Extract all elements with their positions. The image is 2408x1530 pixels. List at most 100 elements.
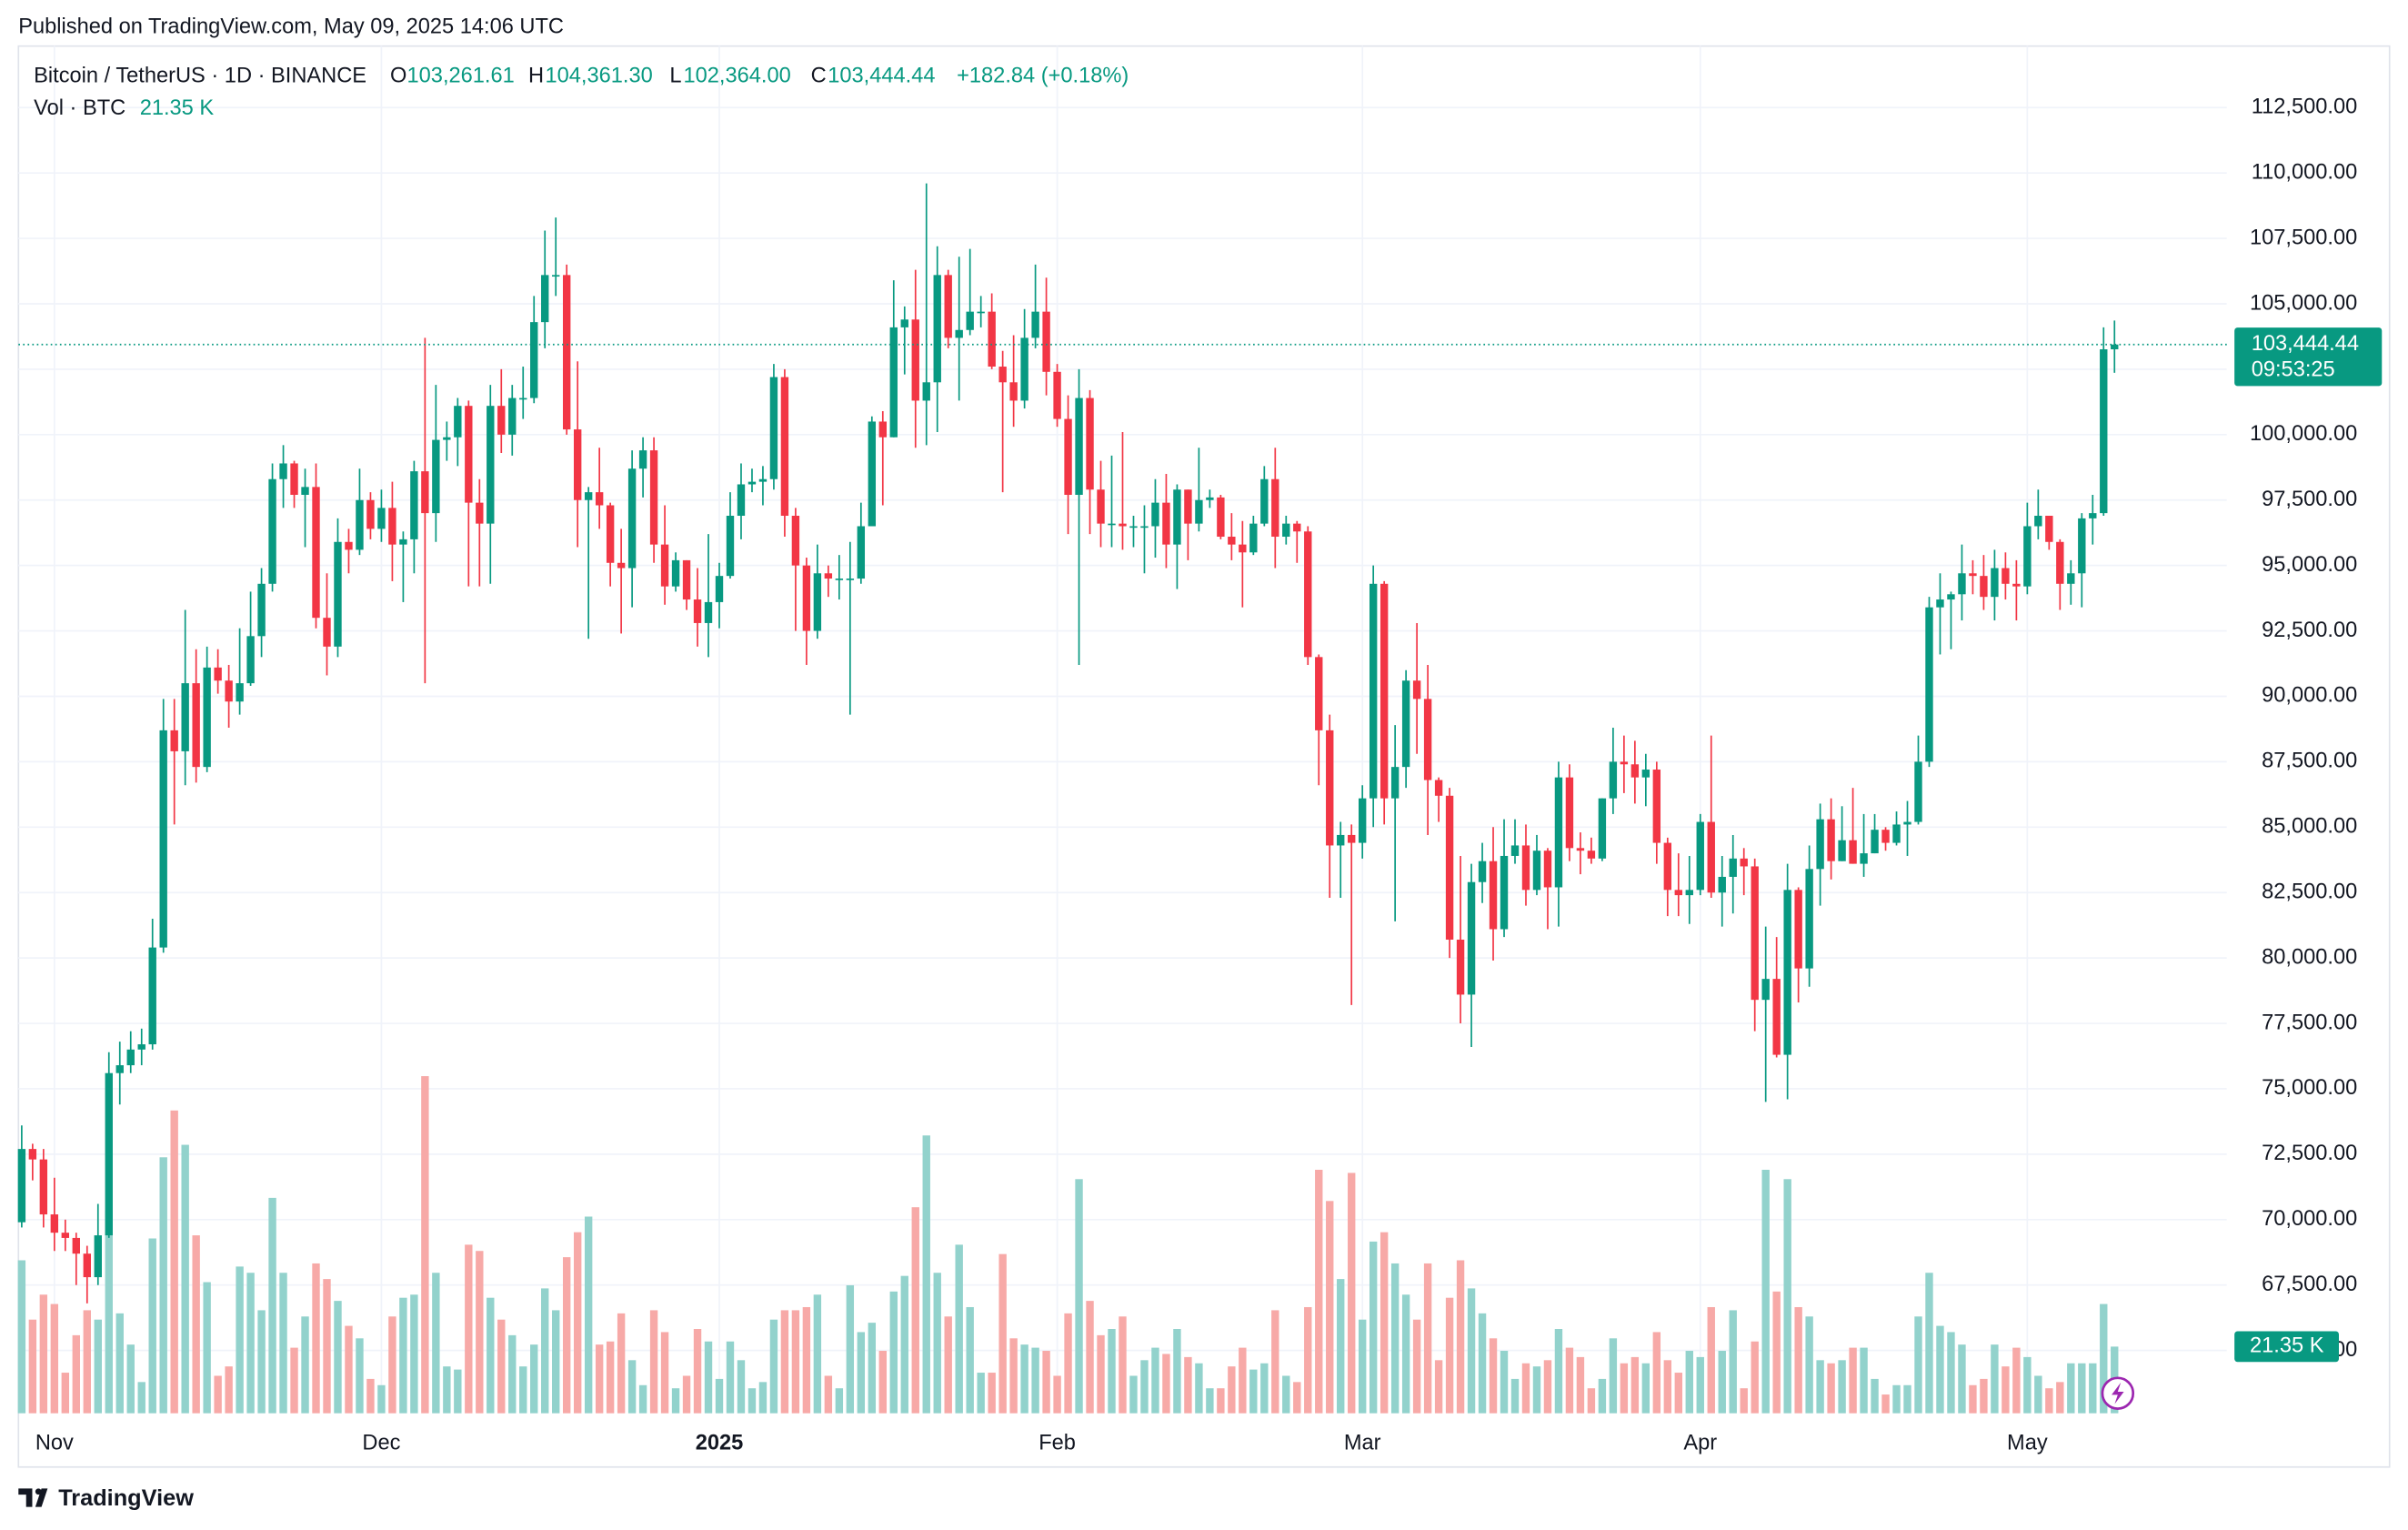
volume-bar: [1206, 1388, 1214, 1414]
volume-bar: [1609, 1338, 1618, 1414]
candle-body: [649, 450, 658, 545]
volume-bar: [1097, 1334, 1105, 1414]
candle-body: [1348, 834, 1356, 843]
candle-body: [1064, 418, 1072, 495]
volume-bar: [94, 1319, 102, 1414]
candle-body: [1086, 398, 1094, 490]
volume-bar: [268, 1197, 276, 1414]
replay-icon[interactable]: [2101, 1376, 2135, 1410]
candle-body: [1652, 770, 1661, 843]
volume-bar: [988, 1373, 996, 1414]
volume-bar: [944, 1316, 952, 1414]
candle-body: [159, 730, 167, 948]
candle-body: [1053, 371, 1061, 419]
candle-body: [192, 683, 200, 768]
volume-bar: [1958, 1344, 1966, 1414]
volume-bar: [552, 1310, 560, 1414]
volume-bar: [780, 1310, 789, 1414]
candle-body: [2100, 349, 2108, 514]
candle-body: [1239, 544, 1247, 553]
volume-bar: [246, 1273, 255, 1414]
volume-bar: [159, 1157, 167, 1414]
volume-bar: [50, 1304, 59, 1414]
candle-body: [715, 576, 724, 602]
candle-body: [1151, 502, 1159, 527]
volume-bar: [105, 1210, 113, 1414]
candle-body: [432, 439, 440, 514]
candle-body: [1598, 798, 1607, 859]
volume-tag-label: 21.35 K: [2250, 1334, 2324, 1358]
volume-bar: [1075, 1179, 1083, 1414]
volume-bar: [1521, 1363, 1530, 1414]
legend-low: 102,364.00: [684, 65, 791, 88]
volume-bar: [1914, 1316, 1922, 1414]
volume-bar: [497, 1319, 506, 1414]
candle-body: [203, 667, 211, 768]
volume-bar: [900, 1275, 908, 1414]
candle-body: [1489, 861, 1498, 930]
candle-body: [1914, 761, 1922, 822]
volume-bar: [1500, 1351, 1509, 1414]
volume-bar: [835, 1388, 844, 1414]
y-tick-label: 72,500.00: [2262, 1142, 2357, 1165]
candle-body: [737, 484, 746, 517]
candle-body: [1958, 573, 1966, 595]
volume-bar: [955, 1244, 963, 1414]
volume-bar: [366, 1378, 375, 1414]
candle-body: [1510, 845, 1520, 856]
candle-body: [1630, 764, 1640, 778]
candle-body: [1783, 890, 1791, 1055]
candle-body: [225, 680, 233, 702]
volume-bar: [922, 1135, 930, 1414]
candle-body: [660, 544, 669, 587]
candle-body: [1740, 858, 1748, 867]
volume-bar: [878, 1351, 887, 1414]
volume-bar: [137, 1382, 145, 1414]
volume-bar: [1685, 1351, 1693, 1414]
candle-body: [1696, 821, 1704, 891]
volume-bar: [1467, 1288, 1476, 1414]
y-tick-label: 107,500.00: [2250, 226, 2357, 249]
candle-body: [1772, 979, 1781, 1055]
volume-bar: [595, 1344, 604, 1414]
candle-body: [1337, 834, 1345, 846]
candle-body: [1467, 881, 1476, 995]
candle-body: [1794, 890, 1802, 969]
volume-bar: [682, 1375, 691, 1414]
candle-body: [1718, 876, 1726, 893]
candle-body: [1075, 398, 1083, 495]
volume-bar: [1598, 1378, 1607, 1414]
volume-bar: [562, 1257, 571, 1414]
candle-body: [2034, 516, 2042, 527]
volume-bar: [1271, 1310, 1279, 1414]
candle-body: [595, 492, 604, 506]
volume-bar: [1903, 1384, 1911, 1414]
candle-body: [780, 377, 789, 517]
volume-bar: [1412, 1319, 1421, 1414]
volume-bar: [1630, 1356, 1640, 1414]
candle-body: [1729, 858, 1737, 877]
candle-body: [1761, 979, 1770, 1001]
last-price-label: 103,444.44: [2252, 332, 2359, 356]
candle-body: [105, 1072, 113, 1236]
volume-bar: [1663, 1360, 1672, 1414]
candle-body: [1412, 680, 1421, 700]
volume-bar: [1740, 1388, 1748, 1414]
candle-body: [1543, 851, 1552, 888]
volume-bar: [2056, 1382, 2064, 1414]
volume-bar: [1838, 1360, 1846, 1414]
volume-bar: [1641, 1363, 1650, 1414]
volume-bar: [1751, 1341, 1759, 1414]
candle-body: [1119, 523, 1127, 527]
candle-body: [2012, 583, 2021, 587]
candle-body: [1707, 821, 1715, 893]
volume-bar: [1565, 1347, 1574, 1414]
volume-bar: [72, 1334, 81, 1414]
candle-body: [791, 516, 800, 566]
candle-body: [377, 508, 386, 529]
volume-bar: [726, 1341, 735, 1414]
candle-body: [290, 463, 298, 495]
volume-pane: [17, 1076, 2119, 1414]
candle-body: [388, 508, 396, 545]
volume-bar: [1620, 1363, 1629, 1414]
